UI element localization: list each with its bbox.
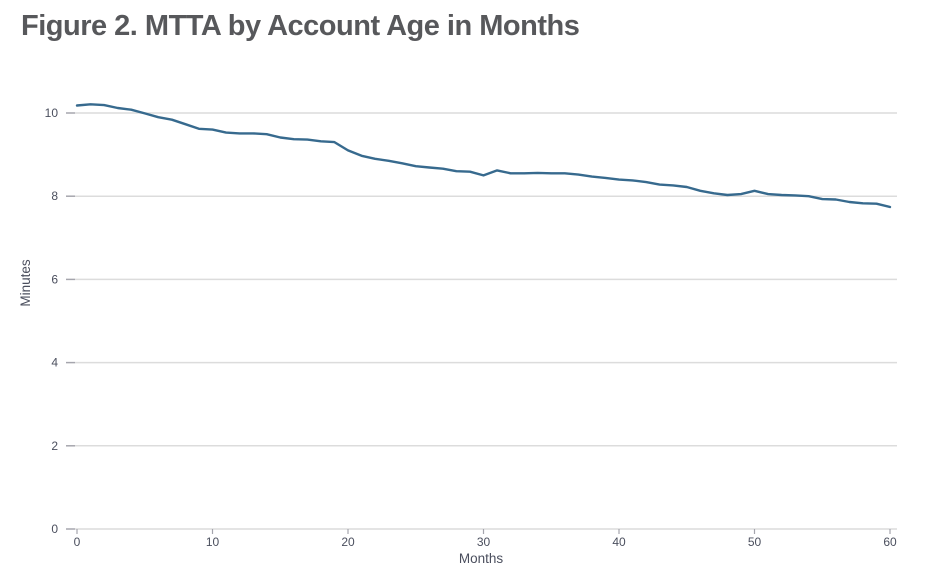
x-tick-label-20: 20	[341, 535, 355, 549]
y-tick-label-10: 10	[45, 106, 59, 120]
x-axis-label: Months	[459, 551, 504, 566]
y-tick-label-8: 8	[51, 189, 58, 203]
x-tick-label-30: 30	[477, 535, 491, 549]
x-tick-label-40: 40	[612, 535, 626, 549]
series-line-mtta	[75, 103, 892, 209]
y-axis-label: Minutes	[18, 259, 33, 307]
y-tick-label-4: 4	[51, 356, 58, 370]
x-tick-label-50: 50	[748, 535, 762, 549]
figure-title: Figure 2. MTTA by Account Age in Months	[21, 10, 580, 42]
grid-layer	[66, 112, 897, 534]
line-layer	[75, 103, 892, 209]
y-tick-label-0: 0	[51, 522, 58, 536]
tick-layer: 0 2 4 6 8 10 0 10 20 30 40 50 60	[45, 106, 897, 549]
y-tick-label-2: 2	[51, 439, 58, 453]
y-tick-label-6: 6	[51, 272, 58, 286]
x-tick-label-0: 0	[74, 535, 81, 549]
x-tick-label-10: 10	[206, 535, 220, 549]
x-tick-label-60: 60	[883, 535, 897, 549]
